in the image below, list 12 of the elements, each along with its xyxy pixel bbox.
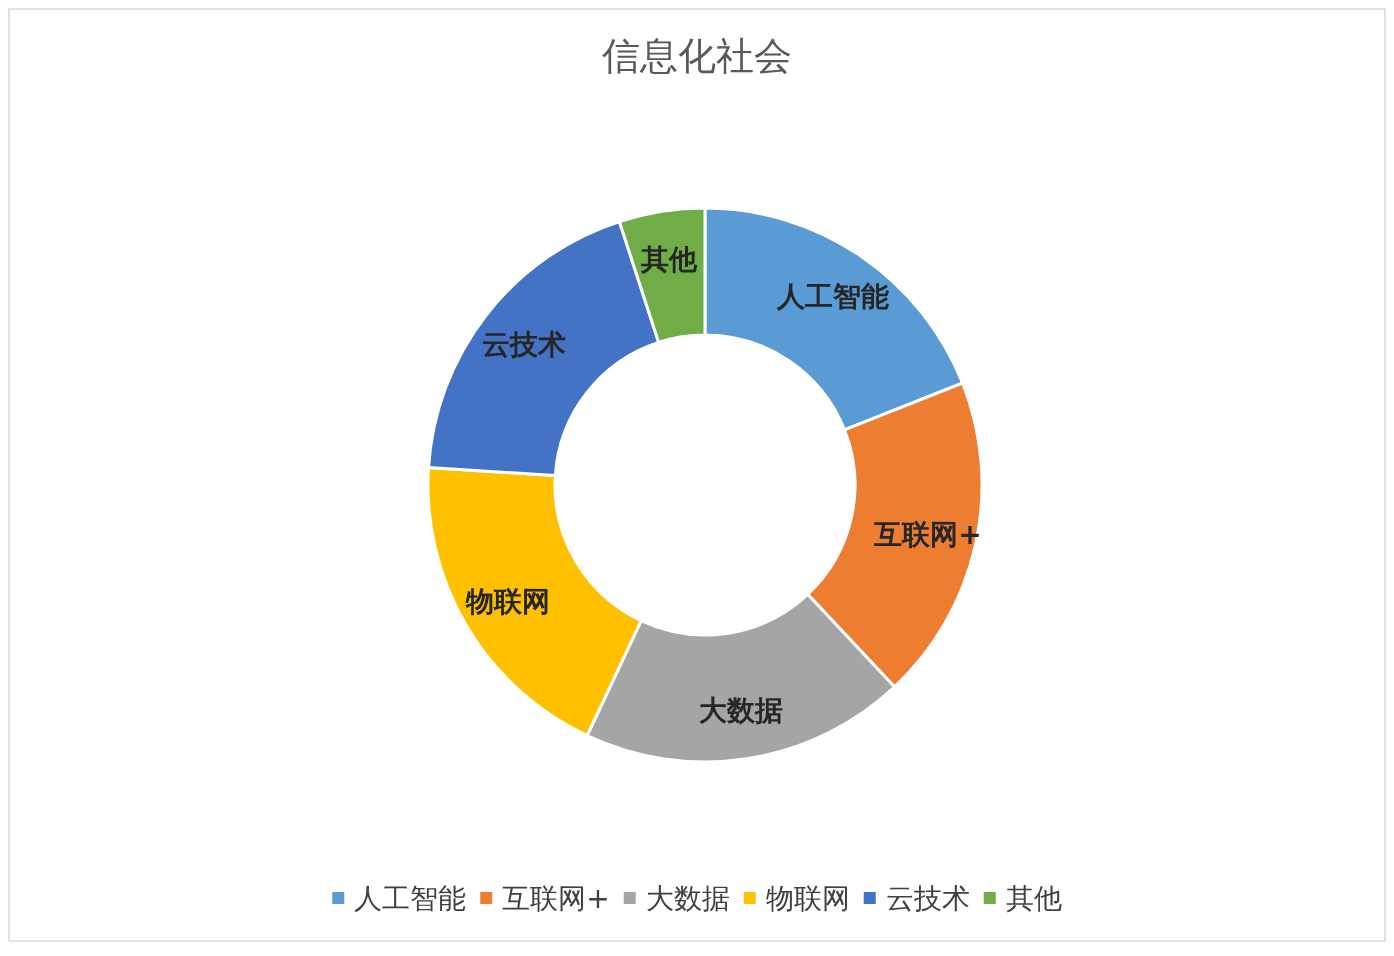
slice-label: 云技术 bbox=[482, 328, 567, 362]
slice-label: 物联网 bbox=[465, 584, 551, 618]
legend-label: 大数据 bbox=[645, 881, 730, 915]
legend-label: 人工智能 bbox=[354, 881, 467, 915]
legend-label: 其他 bbox=[1005, 881, 1062, 915]
legend-label: 云技术 bbox=[885, 881, 970, 915]
legend-label: 互联网+ bbox=[502, 881, 610, 915]
slice-label: 大数据 bbox=[698, 694, 783, 728]
slice-label: 人工智能 bbox=[776, 279, 890, 313]
slice-label: 其他 bbox=[640, 242, 699, 276]
legend-label: 物联网 bbox=[765, 881, 850, 915]
chart-title: 信息化社会 bbox=[602, 34, 792, 78]
